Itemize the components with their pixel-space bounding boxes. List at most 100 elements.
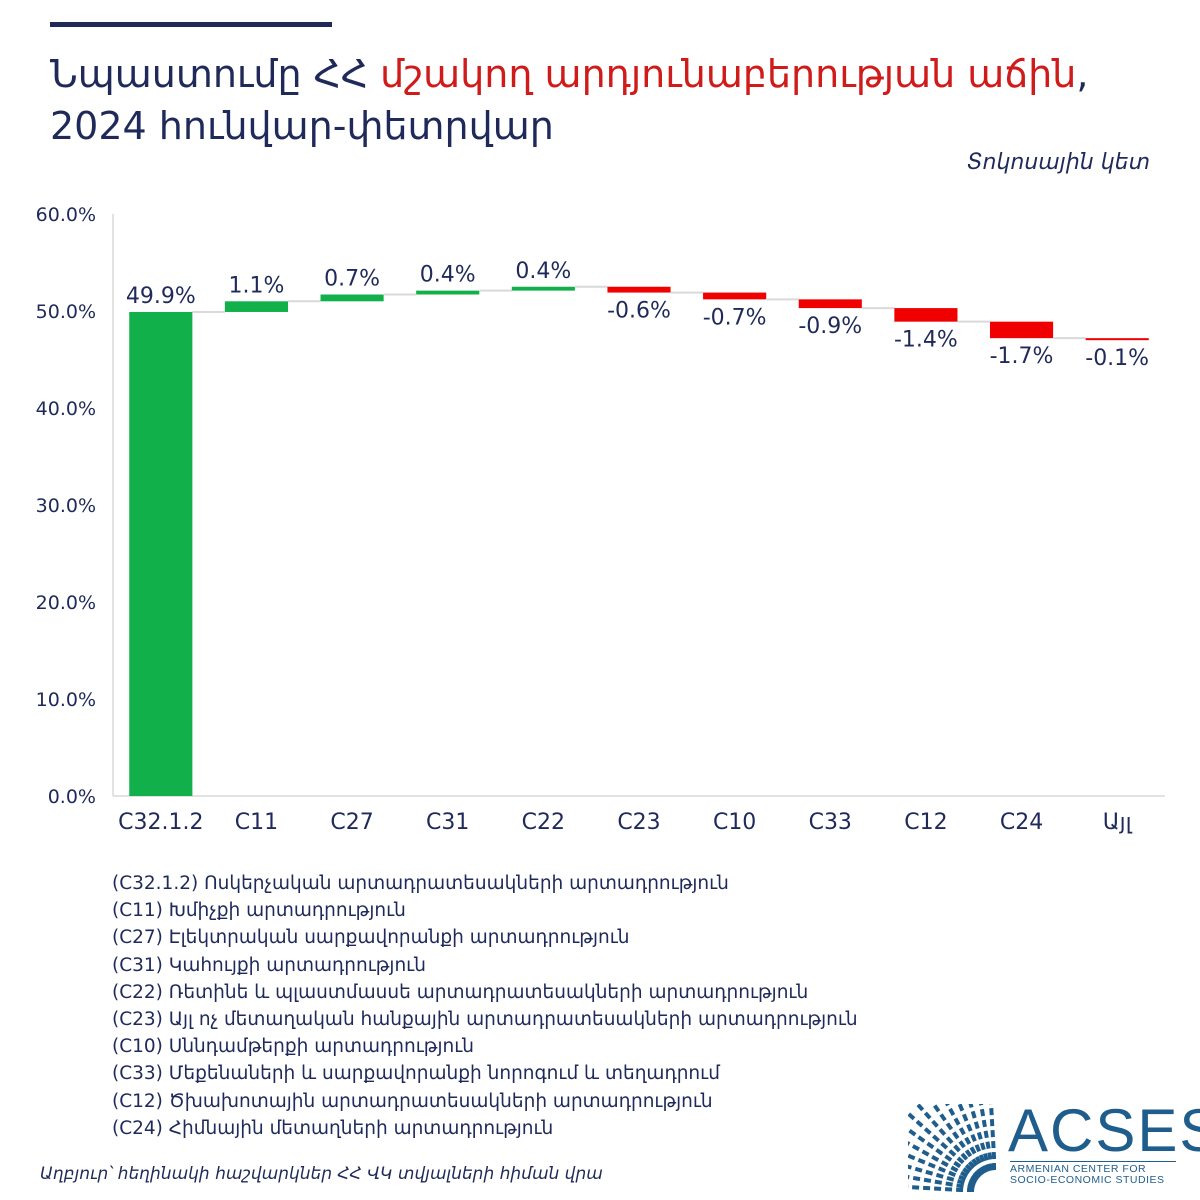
data-label: 0.7% bbox=[324, 267, 380, 292]
acses-logo: ACSES ARMENIAN CENTER FOR SOCIO-ECONOMIC… bbox=[908, 1097, 1200, 1194]
x-tick-label: C31 bbox=[426, 810, 469, 835]
category-legend: (C32.1.2) Ոսկերչական արտադրատեսակների ար… bbox=[112, 870, 858, 1142]
logo-ray bbox=[923, 1111, 932, 1120]
logo-ray bbox=[937, 1166, 946, 1173]
logo-ray bbox=[935, 1172, 944, 1179]
logo-ray bbox=[964, 1163, 973, 1172]
logo-ray bbox=[956, 1183, 964, 1189]
logo-ray bbox=[945, 1181, 953, 1187]
logo-ray bbox=[987, 1152, 993, 1160]
x-tick-label: C12 bbox=[904, 810, 947, 835]
logo-ray bbox=[940, 1160, 949, 1168]
logo-ray bbox=[948, 1170, 957, 1178]
logo-ray bbox=[948, 1149, 957, 1157]
data-label: 49.9% bbox=[126, 284, 196, 309]
logo-ray bbox=[960, 1170, 969, 1178]
data-label: -1.4% bbox=[894, 328, 958, 353]
x-tick-label: Այլ bbox=[1103, 810, 1133, 835]
bar-c11 bbox=[224, 301, 289, 312]
logo-ray bbox=[967, 1185, 975, 1191]
logo-ray bbox=[945, 1136, 954, 1145]
logo-ray bbox=[917, 1135, 926, 1143]
logo-ray bbox=[973, 1121, 980, 1130]
x-tick-label: C10 bbox=[713, 810, 756, 835]
logo-ray bbox=[958, 1127, 966, 1136]
title-line-2: 2024 հունվար-փետրվար bbox=[50, 104, 554, 148]
logo-ray bbox=[953, 1144, 961, 1153]
legend-line: (C31) Կահույքի արտադրություն bbox=[112, 954, 426, 976]
logo-ray bbox=[908, 1164, 912, 1170]
logo-ray bbox=[957, 1179, 965, 1185]
logo-sub-line-2: SOCIO-ECONOMIC STUDIES bbox=[1010, 1174, 1165, 1186]
bar-c31 bbox=[416, 290, 480, 295]
data-label: -1.7% bbox=[990, 344, 1054, 369]
logo-ray bbox=[964, 1149, 973, 1158]
x-tick-label: C23 bbox=[617, 810, 660, 835]
logo-ray bbox=[983, 1164, 990, 1173]
logo-ray bbox=[908, 1175, 910, 1180]
logo-ray bbox=[969, 1176, 978, 1184]
logo-ray bbox=[966, 1123, 973, 1132]
logo-ray bbox=[917, 1158, 926, 1165]
data-label: -0.9% bbox=[798, 314, 862, 339]
logo-ray bbox=[989, 1163, 995, 1171]
legend-line: (C33) Մեքենաների և սարքավորանքի նորոգում… bbox=[112, 1063, 720, 1085]
y-tick-label: 10.0% bbox=[36, 689, 96, 711]
logo-ray bbox=[916, 1104, 925, 1112]
logo-ray bbox=[908, 1129, 917, 1137]
logo-ray bbox=[927, 1162, 936, 1169]
logo-ray bbox=[974, 1156, 982, 1165]
logo-ray bbox=[968, 1179, 977, 1186]
data-label: -0.6% bbox=[607, 299, 671, 324]
data-label: 0.4% bbox=[420, 263, 476, 288]
legend-line: (C12) Ծխախոտային արտադրատեսակների արտադր… bbox=[112, 1090, 713, 1112]
legend-line: (C22) Ռետինե և պլաստմասսե արտադրատեսակնե… bbox=[112, 981, 809, 1003]
logo-ray bbox=[948, 1107, 956, 1116]
bar-c27 bbox=[320, 294, 384, 302]
legend-line: (C10) Սննդամթերքի արտադրություն bbox=[112, 1036, 474, 1058]
x-tick-label: C22 bbox=[522, 810, 565, 835]
logo-ray bbox=[926, 1141, 935, 1150]
logo-ray bbox=[921, 1149, 930, 1157]
logo-ray bbox=[938, 1128, 947, 1136]
x-tick-label: C27 bbox=[330, 810, 373, 835]
logo-ray bbox=[912, 1175, 921, 1182]
logo-ray bbox=[914, 1166, 923, 1173]
bar-c23 bbox=[607, 286, 671, 293]
logo-ray bbox=[980, 1165, 988, 1174]
logo-ray bbox=[979, 1142, 986, 1151]
logo-ray bbox=[986, 1163, 992, 1172]
source-note: Աղբյուր՝ հեղինակի հաշվարկներ ՀՀ ՎԿ տվյալ… bbox=[40, 1164, 603, 1184]
title-rule bbox=[50, 22, 332, 27]
x-tick-label: C24 bbox=[1000, 810, 1043, 835]
bar-- bbox=[1085, 338, 1149, 341]
logo-ray bbox=[977, 1167, 985, 1176]
bar-c22 bbox=[511, 286, 575, 291]
title-part-1: Նպաստումը ՀՀ bbox=[50, 52, 381, 96]
logo-ray bbox=[973, 1171, 981, 1179]
logo-ray bbox=[958, 1174, 967, 1182]
data-label: -0.7% bbox=[703, 305, 767, 330]
logo-ray bbox=[911, 1144, 920, 1152]
logo-ray bbox=[964, 1136, 972, 1145]
logo-ray bbox=[983, 1130, 989, 1139]
logo-subtitle: ARMENIAN CENTER FOR SOCIO-ECONOMIC STUDI… bbox=[1010, 1164, 1165, 1186]
bar-c32-1-2 bbox=[129, 311, 193, 796]
logo-ray bbox=[915, 1119, 924, 1128]
logo-ray bbox=[933, 1104, 941, 1113]
logo-ray bbox=[952, 1131, 960, 1140]
logo-ray bbox=[967, 1160, 976, 1169]
unit-note: Տոկոսային կետ bbox=[966, 150, 1150, 175]
logo-ray bbox=[970, 1110, 977, 1119]
logo-ray bbox=[970, 1133, 977, 1142]
x-tick-label: C32.1.2 bbox=[118, 810, 203, 835]
logo-ray bbox=[971, 1158, 979, 1167]
y-tick-label: 50.0% bbox=[36, 301, 96, 323]
logo-ray bbox=[975, 1169, 983, 1177]
logo-ray bbox=[908, 1141, 911, 1146]
legend-line: (C24) Հիմնային մետաղների արտադրություն bbox=[112, 1117, 554, 1139]
logo-ray bbox=[957, 1104, 965, 1112]
logo-ray bbox=[944, 1154, 953, 1162]
logo-ray bbox=[934, 1179, 943, 1185]
title-part-3: , bbox=[1076, 52, 1089, 96]
